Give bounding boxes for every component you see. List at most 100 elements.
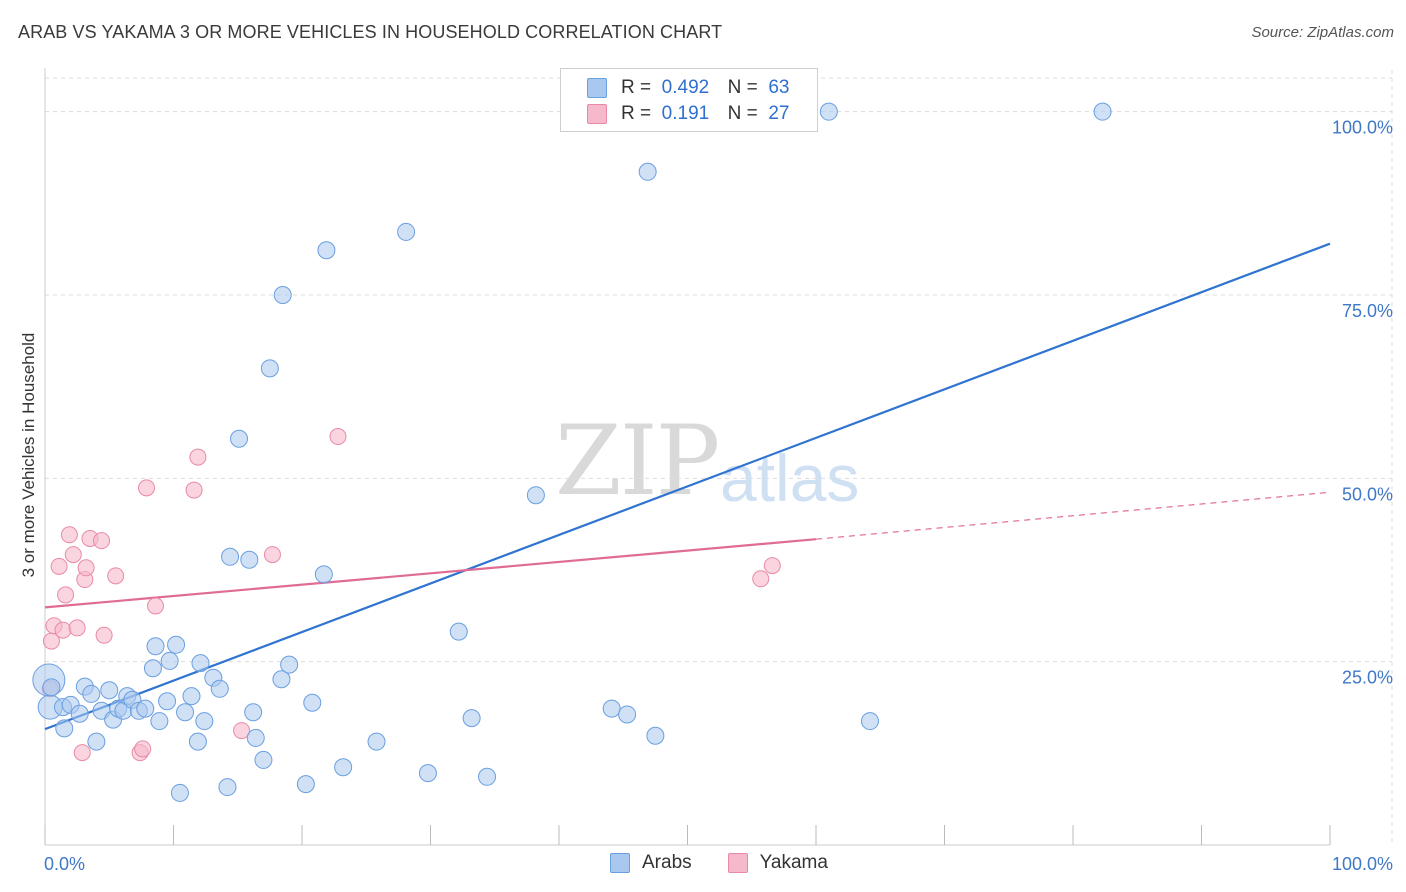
yakama-point: [64, 546, 82, 564]
yakama-trend-extension: [815, 491, 1331, 540]
arabs-point: [303, 693, 322, 712]
legend-n-label: N =: [727, 77, 758, 98]
arabs-point: [1093, 102, 1112, 121]
arabs-point: [87, 732, 106, 751]
arabs-point: [334, 758, 353, 777]
legend-label-arabs: Arabs: [642, 852, 692, 873]
arabs-point: [314, 565, 333, 584]
yakama-point: [752, 570, 770, 588]
yakama-point: [95, 626, 113, 644]
yakama-point: [50, 557, 68, 575]
chart-title: ARAB VS YAKAMA 3 OR MORE VEHICLES IN HOU…: [18, 22, 723, 42]
yakama-point: [57, 586, 75, 604]
legend-swatch-yakama: [727, 853, 748, 873]
yakama-point: [77, 559, 95, 577]
y-tick-label: 50.0%: [1342, 484, 1393, 504]
legend-swatch-arabs: [587, 78, 607, 98]
arabs-point: [244, 703, 263, 722]
yakama-point: [107, 567, 125, 585]
arabs-point: [860, 712, 879, 731]
y-tick-label: 25.0%: [1342, 668, 1393, 688]
arabs-point: [70, 704, 89, 723]
legend-r-label: R =: [621, 103, 652, 124]
arabs-point: [221, 547, 240, 566]
arabs-point: [188, 732, 207, 751]
x-tick-label-min: 0.0%: [44, 854, 85, 874]
legend-n-label: N =: [727, 103, 758, 124]
trend-lines: [44, 242, 1331, 731]
arabs-point: [191, 654, 210, 673]
yakama-point: [763, 557, 781, 575]
yakama-point: [68, 619, 86, 637]
watermark-zip: ZIP: [555, 405, 720, 517]
arabs-point: [195, 712, 214, 731]
source-credit: Source: ZipAtlas.com: [1251, 24, 1394, 41]
stats-legend: R = 0.492 N = 63 R = 0.191 N = 27: [560, 68, 818, 132]
arabs-point: [478, 767, 497, 786]
yakama-point: [93, 532, 111, 550]
legend-r-value-yakama: 0.191: [661, 103, 710, 124]
arabs-trend-line: [44, 242, 1331, 731]
legend-n-value-arabs: 63: [768, 77, 790, 98]
arabs-point: [210, 679, 229, 698]
yakama-point: [185, 481, 203, 499]
legend-row-arabs: R = 0.492 N = 63: [587, 76, 789, 100]
arabs-point: [150, 712, 169, 731]
arabs-point: [160, 651, 179, 670]
x-tick-labels: 0.0% 100.0%: [44, 854, 1393, 874]
arabs-point: [218, 778, 237, 797]
arabs-point: [182, 687, 201, 706]
y-tick-label: 75.0%: [1342, 301, 1393, 321]
arabs-point: [240, 550, 259, 569]
arabs-point: [55, 719, 74, 738]
yakama-point: [329, 428, 347, 446]
yakama-point: [134, 740, 152, 758]
arabs-point: [296, 775, 315, 794]
arabs-point: [638, 162, 657, 181]
arabs-point: [100, 681, 119, 700]
arabs-point: [254, 750, 273, 769]
series-legend: Arabs Yakama: [610, 852, 864, 874]
y-tick-labels: 25.0% 50.0% 75.0% 100.0%: [1332, 118, 1393, 688]
arabs-point: [602, 699, 621, 718]
arabs-point: [462, 709, 481, 728]
arabs-point: [449, 622, 468, 641]
arabs-point: [280, 655, 299, 674]
arabs-point: [146, 637, 165, 656]
legend-item-yakama[interactable]: Yakama: [727, 852, 828, 874]
arabs-point: [246, 728, 265, 747]
arabs-point: [260, 359, 279, 378]
legend-n-value-yakama: 27: [768, 103, 790, 124]
arabs-point: [819, 102, 838, 121]
arabs-point: [143, 659, 162, 678]
yakama-point: [233, 722, 251, 740]
y-tick-label: 100.0%: [1332, 118, 1393, 138]
yakama-point: [147, 597, 165, 615]
legend-r-label: R =: [621, 77, 652, 98]
arabs-point: [397, 222, 416, 241]
legend-label-yakama: Yakama: [759, 852, 828, 873]
yakama-point: [60, 526, 78, 544]
y-axis-label: 3 or more Vehicles in Household: [19, 333, 38, 578]
legend-swatch-arabs: [610, 853, 630, 873]
legend-item-arabs[interactable]: Arabs: [610, 852, 692, 874]
arabs-point: [136, 699, 155, 718]
arabs-point: [526, 486, 545, 505]
arabs-point: [42, 678, 61, 697]
yakama-trend-line: [44, 538, 817, 609]
legend-row-yakama: R = 0.191 N = 27: [587, 102, 789, 126]
x-tick-label-max: 100.0%: [1332, 854, 1393, 874]
arabs-point: [170, 783, 189, 802]
arabs-point: [367, 732, 386, 751]
yakama-point: [138, 479, 156, 497]
arabs-point: [158, 692, 177, 711]
data-points: [32, 102, 1112, 802]
yakama-point: [263, 546, 281, 564]
arabs-point: [176, 703, 195, 722]
arabs-point: [167, 635, 186, 654]
yakama-point: [54, 621, 72, 639]
arabs-point: [418, 764, 437, 783]
arabs-point: [646, 726, 665, 745]
arabs-point: [82, 684, 101, 703]
